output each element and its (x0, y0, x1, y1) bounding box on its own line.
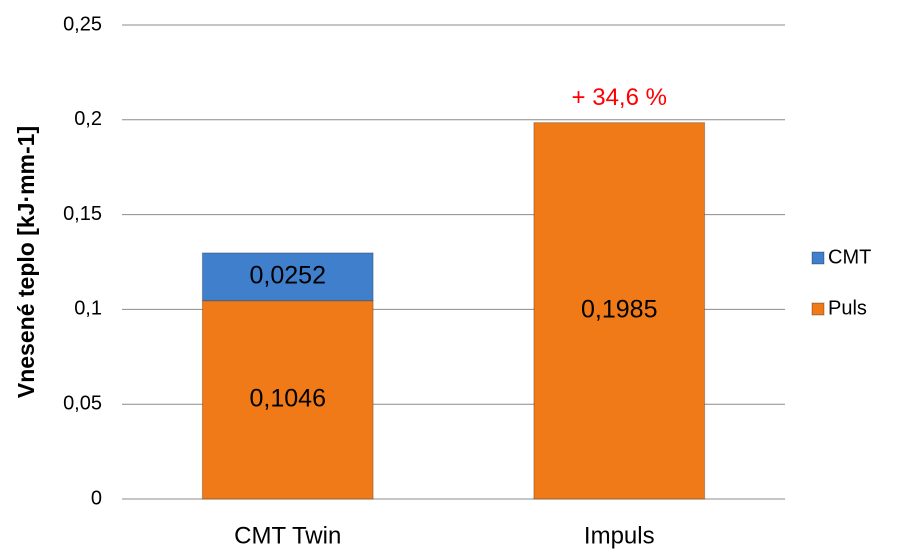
legend-label: CMT (828, 246, 871, 268)
bar-segment (201, 252, 374, 302)
data-label: 0,1985 (581, 295, 657, 323)
x-tick-label: CMT Twin (234, 522, 341, 549)
annotation: + 34,6 % (572, 84, 667, 111)
legend-swatch (811, 251, 825, 265)
bar-segment (201, 300, 374, 500)
y-tick-label: 0,1 (74, 298, 102, 320)
y-tick-label: 0,2 (74, 108, 102, 130)
y-tick-label: 0 (91, 487, 102, 509)
bar-segment (533, 122, 706, 500)
legend-label: Puls (828, 297, 867, 319)
y-tick-label: 0,15 (63, 203, 102, 225)
y-tick-label: 0,05 (63, 392, 102, 414)
data-label: 0,1046 (250, 384, 326, 412)
y-axis-label: Vnesené teplo [kJ·mm-1] (13, 126, 39, 398)
legend-swatch (811, 302, 825, 316)
y-tick-label: 0,25 (63, 13, 102, 35)
x-tick-label: Impuls (584, 522, 655, 549)
data-label: 0,0252 (250, 261, 326, 289)
